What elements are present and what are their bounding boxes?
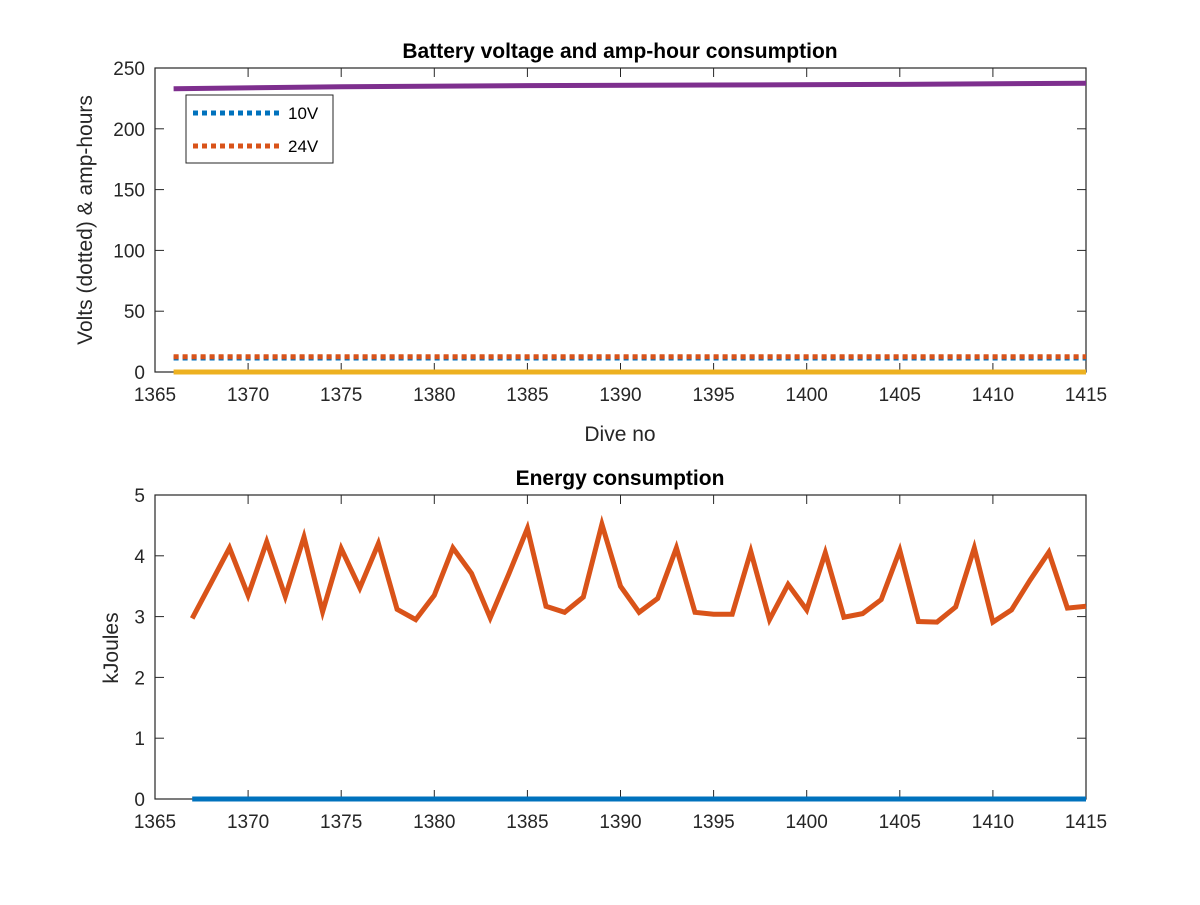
plot-area xyxy=(154,67,1087,375)
x-tick-label: 1370 xyxy=(227,812,269,833)
voltage-amphour-axes: Battery voltage and amp-hour consumption… xyxy=(74,40,1107,446)
y-tick-label: 50 xyxy=(124,302,145,323)
x-tick-label: 1385 xyxy=(506,812,548,833)
x-tick-label: 1395 xyxy=(692,385,734,406)
x-tick-label: 1400 xyxy=(786,812,828,833)
plot-area xyxy=(154,494,1087,802)
x-tick-label: 1390 xyxy=(599,812,641,833)
tick-labels: 1365 1370 1375 1380 1385 1390 1395 1400 1405 1410… xyxy=(134,486,1107,833)
x-tick-label: 1395 xyxy=(692,812,734,833)
series-line-0 xyxy=(189,514,1087,627)
x-tick-label: 1365 xyxy=(134,812,176,833)
y-tick-label: 250 xyxy=(113,59,145,80)
series-line-3 xyxy=(173,80,1087,92)
y-tick-label: 100 xyxy=(113,241,145,262)
legend-label-24v: 24V xyxy=(288,137,319,156)
tick-labels: 1365 1370 1375 1380 1385 1390 1395 1400 1405 1410… xyxy=(113,59,1107,406)
x-tick-label: 1385 xyxy=(506,385,548,406)
chart-title: Battery voltage and amp-hour consumption xyxy=(402,40,837,63)
legend: 10V 24V xyxy=(185,94,334,164)
y-tick-label: 200 xyxy=(113,120,145,141)
x-tick-label: 1410 xyxy=(972,812,1014,833)
x-tick-label: 1410 xyxy=(972,385,1014,406)
x-tick-label: 1365 xyxy=(134,385,176,406)
y-tick-label: 3 xyxy=(134,608,145,629)
y-tick-label: 150 xyxy=(113,181,145,202)
y-tick-label: 0 xyxy=(134,363,145,384)
x-tick-label: 1415 xyxy=(1065,812,1107,833)
x-tick-label: 1380 xyxy=(413,812,455,833)
y-axis-label: kJoules xyxy=(100,612,123,683)
y-tick-label: 0 xyxy=(134,790,145,811)
x-tick-label: 1375 xyxy=(320,812,362,833)
x-tick-label: 1415 xyxy=(1065,385,1107,406)
chart-title: Energy consumption xyxy=(516,467,725,490)
y-tick-label: 5 xyxy=(134,486,145,507)
x-tick-label: 1405 xyxy=(879,385,921,406)
x-tick-label: 1400 xyxy=(786,385,828,406)
x-tick-label: 1370 xyxy=(227,385,269,406)
x-axis-label: Dive no xyxy=(584,423,655,446)
y-tick-label: 2 xyxy=(134,668,145,689)
legend-box xyxy=(185,94,334,164)
x-tick-label: 1375 xyxy=(320,385,362,406)
y-tick-label: 4 xyxy=(134,547,145,568)
legend-label-10v: 10V xyxy=(288,104,319,123)
y-axis-label: Volts (dotted) & amp-hours xyxy=(74,95,97,345)
x-tick-label: 1405 xyxy=(879,812,921,833)
x-tick-label: 1380 xyxy=(413,385,455,406)
x-tick-label: 1390 xyxy=(599,385,641,406)
y-tick-label: 1 xyxy=(134,729,145,750)
energy-axes: Energy consumption kJoules 1365 1370 1375 1… xyxy=(100,467,1107,833)
